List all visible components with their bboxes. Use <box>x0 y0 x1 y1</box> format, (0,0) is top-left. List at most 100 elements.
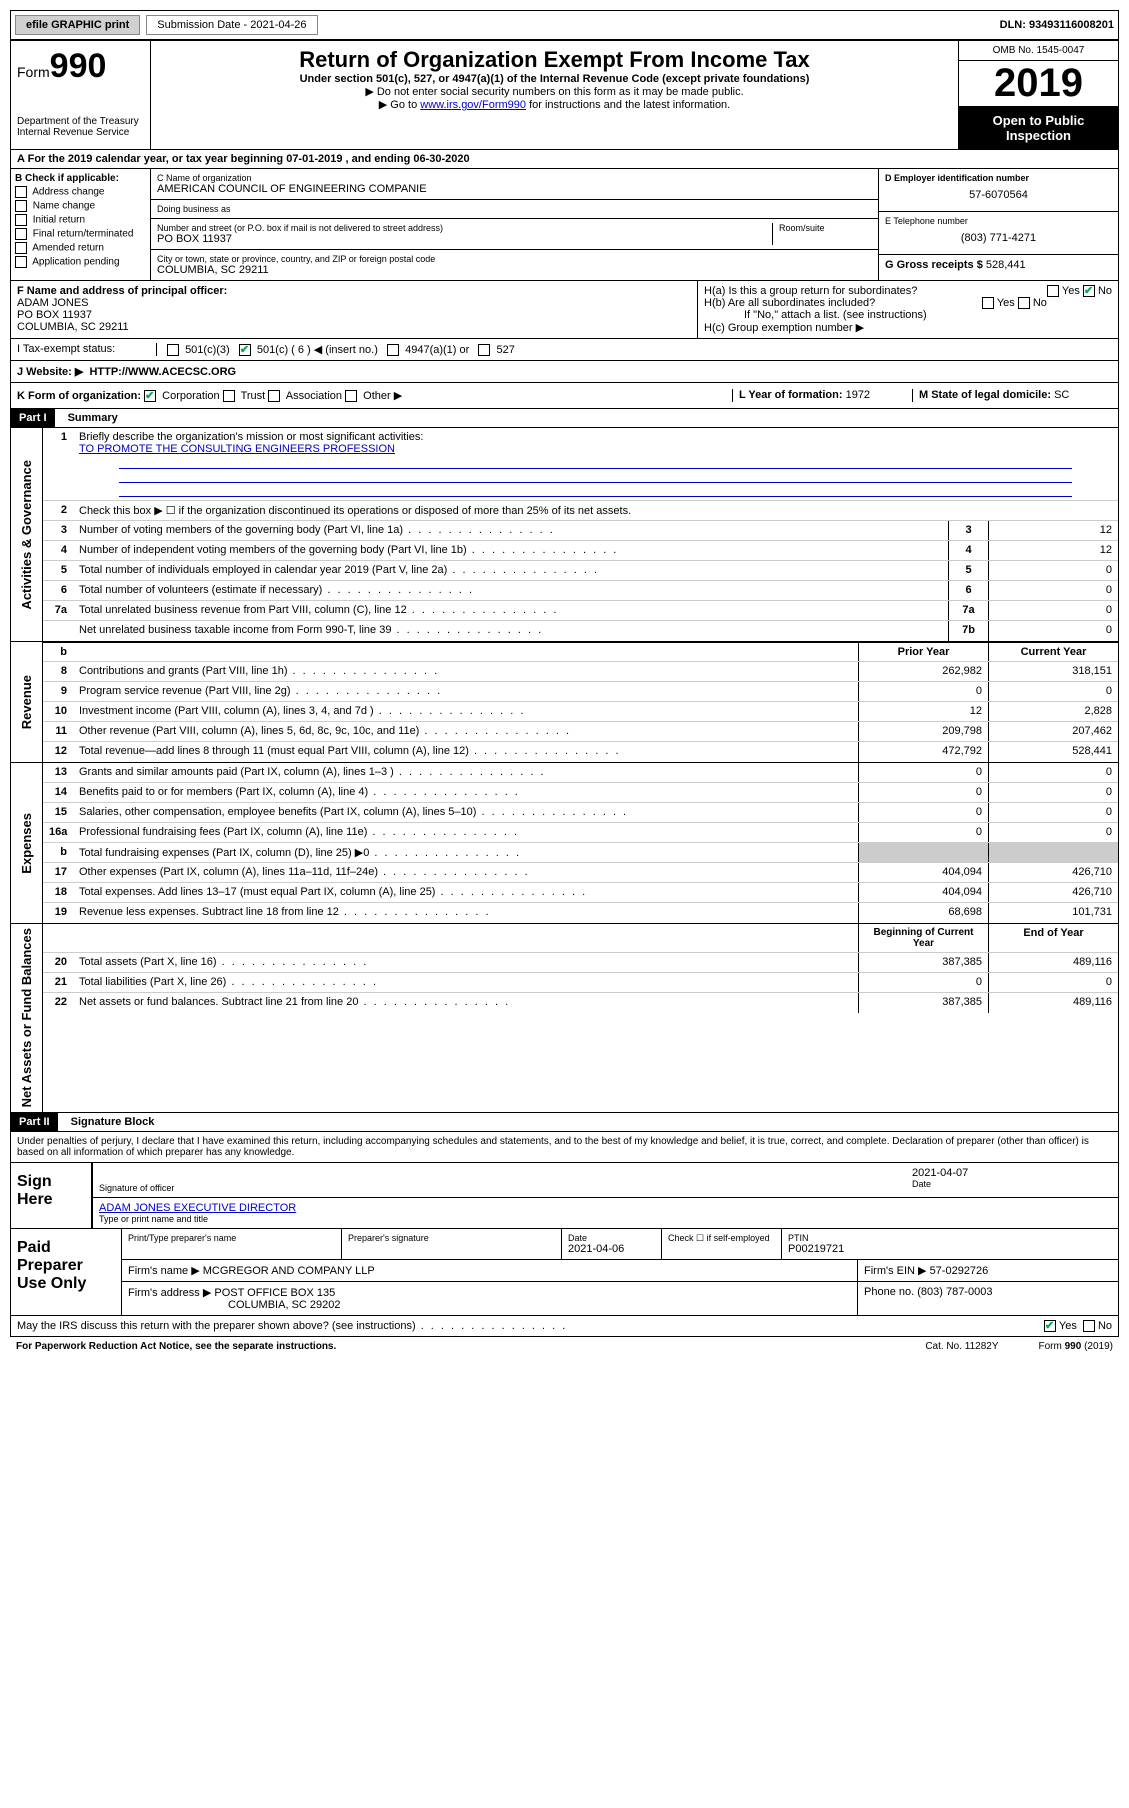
mission-text[interactable]: TO PROMOTE THE CONSULTING ENGINEERS PROF… <box>79 443 395 455</box>
table-row: 4Number of independent voting members of… <box>43 541 1118 561</box>
end-year-header: End of Year <box>988 924 1118 952</box>
paperwork-notice: For Paperwork Reduction Act Notice, see … <box>16 1341 336 1352</box>
governance-label: Activities & Governance <box>17 456 36 614</box>
phone-value: (803) 771-4271 <box>885 226 1112 250</box>
table-row: 22Net assets or fund balances. Subtract … <box>43 993 1118 1013</box>
table-row: bTotal fundraising expenses (Part IX, co… <box>43 843 1118 863</box>
room-label: Room/suite <box>779 223 872 233</box>
table-row: 6Total number of volunteers (estimate if… <box>43 581 1118 601</box>
checkbox-b-label: B Check if applicable: <box>15 173 119 184</box>
submission-date: Submission Date - 2021-04-26 <box>146 15 317 35</box>
checkbox-item[interactable]: Final return/terminated <box>15 228 146 240</box>
table-row: 11Other revenue (Part VIII, column (A), … <box>43 722 1118 742</box>
officer-name-link[interactable]: ADAM JONES EXECUTIVE DIRECTOR <box>99 1202 296 1214</box>
firm-name: MCGREGOR AND COMPANY LLP <box>203 1265 375 1277</box>
entity-section: B Check if applicable: Address change Na… <box>10 169 1119 281</box>
top-bar: efile GRAPHIC print Submission Date - 20… <box>10 10 1119 40</box>
firm-ein: 57-0292726 <box>930 1265 989 1277</box>
org-name-label: C Name of organization <box>157 173 872 183</box>
expense-label: Expenses <box>17 809 36 878</box>
ha-row: H(a) Is this a group return for subordin… <box>704 285 1112 297</box>
sign-here-label: Sign Here <box>11 1163 91 1228</box>
firm-addr2: COLUMBIA, SC 29202 <box>128 1299 341 1311</box>
mission-label: Briefly describe the organization's miss… <box>79 431 423 443</box>
part2-header-row: Part II Signature Block <box>10 1113 1119 1132</box>
table-row: 10Investment income (Part VIII, column (… <box>43 702 1118 722</box>
city-value: COLUMBIA, SC 29211 <box>157 264 872 276</box>
officer-name: ADAM JONES <box>17 297 691 309</box>
form-number: Form990 <box>17 47 144 86</box>
footer-row: For Paperwork Reduction Act Notice, see … <box>10 1337 1119 1356</box>
firm-addr1: POST OFFICE BOX 135 <box>214 1287 335 1299</box>
table-row: 19Revenue less expenses. Subtract line 1… <box>43 903 1118 923</box>
revenue-label: Revenue <box>17 671 36 733</box>
table-row: 5Total number of individuals employed in… <box>43 561 1118 581</box>
line2-text: Check this box ▶ ☐ if the organization d… <box>73 501 1118 520</box>
prep-phone: (803) 787-0003 <box>917 1286 992 1298</box>
table-row: 15Salaries, other compensation, employee… <box>43 803 1118 823</box>
table-row: 8Contributions and grants (Part VIII, li… <box>43 662 1118 682</box>
form-footer: Form 990 (2019) <box>1039 1341 1113 1352</box>
instructions-link[interactable]: www.irs.gov/Form990 <box>420 99 526 111</box>
dln: DLN: 93493116008201 <box>1000 19 1114 31</box>
prep-phone-label: Phone no. <box>864 1286 914 1298</box>
prep-date-label: Date <box>568 1233 655 1243</box>
checkbox-item[interactable]: Amended return <box>15 242 146 254</box>
prep-date: 2021-04-06 <box>568 1243 655 1255</box>
omb-number: OMB No. 1545-0047 <box>959 41 1118 61</box>
cat-number: Cat. No. 11282Y <box>925 1341 998 1352</box>
form-note1: ▶ Do not enter social security numbers o… <box>157 85 952 98</box>
preparer-section: Paid Preparer Use Only Print/Type prepar… <box>10 1229 1119 1316</box>
website-value: HTTP://WWW.ACECSC.ORG <box>89 366 236 378</box>
prep-name-label: Print/Type preparer's name <box>128 1233 335 1243</box>
declaration-text: Under penalties of perjury, I declare th… <box>10 1132 1119 1163</box>
form-header: Form990 Department of the Treasury Inter… <box>10 40 1119 150</box>
discuss-text: May the IRS discuss this return with the… <box>17 1320 567 1332</box>
gross-value: 528,441 <box>986 259 1026 271</box>
form-title: Return of Organization Exempt From Incom… <box>157 47 952 73</box>
officer-sig-label: Signature of officer <box>99 1183 912 1193</box>
phone-label: E Telephone number <box>885 216 1112 226</box>
firm-addr-label: Firm's address ▶ <box>128 1287 211 1299</box>
checkbox-item[interactable]: Application pending <box>15 256 146 268</box>
officer-addr1: PO BOX 11937 <box>17 309 691 321</box>
sign-date-label: Date <box>912 1179 1112 1189</box>
checkbox-item[interactable]: Name change <box>15 200 146 212</box>
gross-label: G Gross receipts $ <box>885 259 983 271</box>
part2-badge: Part II <box>11 1113 58 1131</box>
dept-label: Department of the Treasury Internal Reve… <box>17 116 144 138</box>
table-row: 9Program service revenue (Part VIII, lin… <box>43 682 1118 702</box>
checkbox-item[interactable]: Address change <box>15 186 146 198</box>
part2-title: Signature Block <box>61 1116 155 1128</box>
preparer-label: Paid Preparer Use Only <box>11 1229 121 1315</box>
firm-ein-label: Firm's EIN ▶ <box>864 1265 927 1277</box>
balance-label: Net Assets or Fund Balances <box>17 924 36 1111</box>
revenue-section: Revenue b Prior Year Current Year 8Contr… <box>10 642 1119 763</box>
street-label: Number and street (or P.O. box if mail i… <box>157 223 772 233</box>
hb-row: H(b) Are all subordinates included? Yes … <box>704 297 1112 309</box>
table-row: Net unrelated business taxable income fr… <box>43 621 1118 641</box>
checkbox-item[interactable]: Initial return <box>15 214 146 226</box>
part1-header-row: Part I Summary <box>10 409 1119 428</box>
table-row: 14Benefits paid to or for members (Part … <box>43 783 1118 803</box>
form-subtitle: Under section 501(c), 527, or 4947(a)(1)… <box>157 73 952 85</box>
hc-row: H(c) Group exemption number ▶ <box>704 321 1112 334</box>
table-row: 16aProfessional fundraising fees (Part I… <box>43 823 1118 843</box>
expense-section: Expenses 13Grants and similar amounts pa… <box>10 763 1119 924</box>
table-row: 18Total expenses. Add lines 13–17 (must … <box>43 883 1118 903</box>
inspection-label: Open to Public Inspection <box>959 107 1118 149</box>
period-row: A For the 2019 calendar year, or tax yea… <box>10 150 1119 169</box>
balance-section: Net Assets or Fund Balances Beginning of… <box>10 924 1119 1112</box>
table-row: 20Total assets (Part X, line 16)387,3854… <box>43 953 1118 973</box>
officer-h-row: F Name and address of principal officer:… <box>10 281 1119 339</box>
efile-button[interactable]: efile GRAPHIC print <box>15 15 140 35</box>
ptin-value: P00219721 <box>788 1243 1112 1255</box>
officer-addr2: COLUMBIA, SC 29211 <box>17 321 691 333</box>
formorg-row: K Form of organization: Corporation Trus… <box>10 383 1119 409</box>
part1-title: Summary <box>58 412 118 424</box>
prep-self-label: Check ☐ if self-employed <box>668 1233 775 1244</box>
current-year-header: Current Year <box>988 643 1118 661</box>
org-name: AMERICAN COUNCIL OF ENGINEERING COMPANIE <box>157 183 872 195</box>
sign-date: 2021-04-07 <box>912 1167 1112 1179</box>
street-value: PO BOX 11937 <box>157 233 772 245</box>
